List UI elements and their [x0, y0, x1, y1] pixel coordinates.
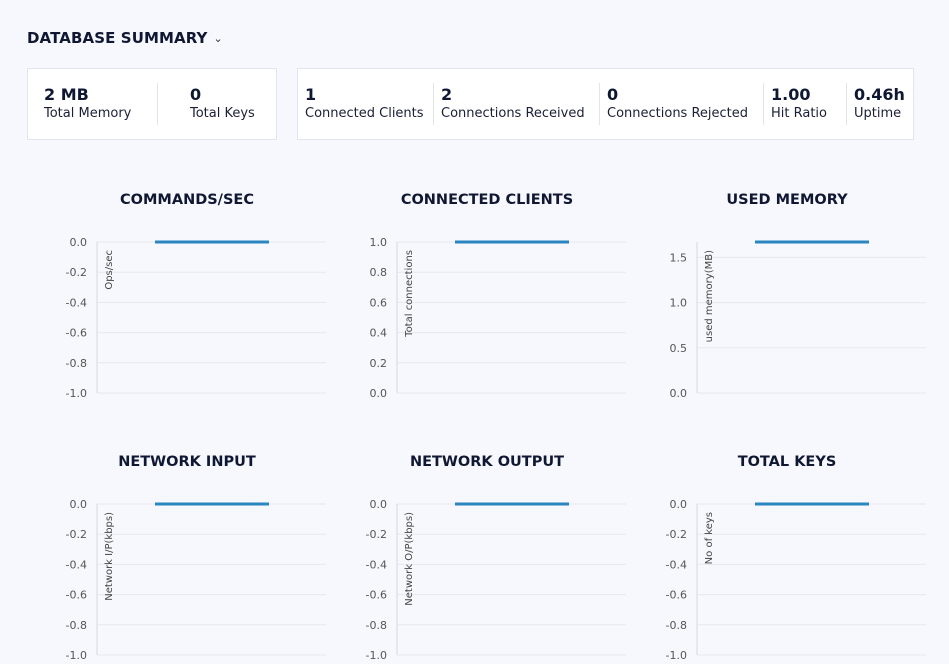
- y-tick-label: -0.2: [366, 528, 387, 541]
- y-tick-label: -0.4: [66, 296, 87, 309]
- stat-value: 0: [190, 85, 202, 104]
- y-tick-label: 0.0: [70, 236, 88, 249]
- y-tick-label: 0.0: [370, 498, 388, 511]
- y-tick-label: -0.4: [666, 558, 687, 571]
- y-tick-label: 0.8: [370, 266, 388, 279]
- y-tick-label: -0.6: [666, 589, 687, 602]
- y-tick-label: 0.6: [370, 296, 388, 309]
- y-tick-label: -0.2: [666, 528, 687, 541]
- y-tick-label: -0.6: [66, 589, 87, 602]
- chart-used-memory: USED MEMORY 1.5 1.0 0.5 0.0 used memory(MB): [637, 192, 937, 400]
- chevron-down-icon: ⌄: [213, 31, 223, 45]
- stat-connections-received: 2 Connections Received: [433, 83, 599, 125]
- stat-label: Connections Received: [441, 106, 585, 121]
- stat-connections-rejected: 0 Connections Rejected: [599, 83, 763, 125]
- chart-title: USED MEMORY: [726, 192, 848, 208]
- chart-plot: 0.0 -0.2 -0.4 -0.6 -0.8 -1.0 Network O/P(kbps): [366, 498, 626, 662]
- chart-plot: 0.0 -0.2 -0.4 -0.6 -0.8 -1.0 Ops/sec: [66, 236, 326, 400]
- stat-value: 1.00: [771, 85, 811, 104]
- stat-value: 2: [441, 85, 453, 104]
- memory-keys-card: 2 MB Total Memory 0 Total Keys: [27, 68, 277, 140]
- y-tick-label: 0.0: [670, 387, 688, 400]
- y-axis-label: Network O/P(kbps): [404, 512, 415, 606]
- y-tick-label: 0.0: [670, 498, 688, 511]
- y-tick-label: -1.0: [666, 649, 687, 662]
- y-tick-label: 1.5: [670, 251, 688, 264]
- y-tick-label: -0.6: [66, 327, 87, 340]
- y-tick-label: -1.0: [366, 649, 387, 662]
- y-axis-label: Ops/sec: [104, 250, 115, 290]
- stat-label: Hit Ratio: [771, 106, 827, 121]
- chart-plot: 0.0 -0.2 -0.4 -0.6 -0.8 -1.0 No of keys: [666, 498, 926, 662]
- y-axis-label: Network I/P(kbps): [104, 512, 115, 601]
- y-tick-label: 0.4: [370, 327, 388, 340]
- database-summary-toggle[interactable]: DATABASE SUMMARY ⌄: [27, 29, 223, 47]
- connections-card: 1 Connected Clients 2 Connections Receiv…: [297, 68, 914, 140]
- stat-value: 1: [305, 85, 317, 104]
- stat-uptime: 0.46h Uptime: [846, 83, 912, 125]
- chart-connected-clients: CONNECTED CLIENTS 1.0 0.8 0.6 0.4 0.2 0.0 Total…: [337, 192, 637, 400]
- chart-title: CONNECTED CLIENTS: [400, 192, 574, 208]
- y-tick-label: -0.6: [366, 589, 387, 602]
- stat-hit-ratio: 1.00 Hit Ratio: [763, 83, 846, 125]
- stat-connected-clients: 1 Connected Clients: [298, 83, 433, 125]
- chart-title: NETWORK OUTPUT: [410, 454, 564, 470]
- y-axis-label: No of keys: [704, 512, 715, 564]
- y-tick-label: -1.0: [66, 649, 87, 662]
- stat-label: Total Memory: [44, 106, 132, 121]
- y-tick-label: -0.2: [66, 266, 87, 279]
- y-tick-label: -0.4: [366, 558, 387, 571]
- y-tick-label: 0.2: [370, 357, 388, 370]
- y-tick-label: -0.8: [66, 619, 87, 632]
- y-tick-label: 0.5: [670, 342, 688, 355]
- y-axis-label: used memory(MB): [704, 250, 715, 342]
- chart-plot: 0.0 -0.2 -0.4 -0.6 -0.8 -1.0 Network I/P(kbps): [66, 498, 326, 662]
- chart-network-input: NETWORK INPUT 0.0 -0.2 -0.4 -0.6 -0.8 -1.0 Netw…: [37, 454, 337, 662]
- chart-plot: 1.5 1.0 0.5 0.0 used memory(MB): [670, 240, 926, 400]
- stat-total-keys: 0 Total Keys: [157, 83, 262, 125]
- y-tick-label: 1.0: [370, 236, 388, 249]
- stat-label: Uptime: [854, 106, 902, 121]
- chart-plot: 1.0 0.8 0.6 0.4 0.2 0.0 Total connections: [370, 236, 626, 400]
- stat-label: Connections Rejected: [607, 106, 749, 121]
- y-tick-label: -0.8: [366, 619, 387, 632]
- chart-title: TOTAL KEYS: [737, 454, 837, 470]
- section-title: DATABASE SUMMARY: [27, 29, 208, 47]
- chart-commands-sec: COMMANDS/SEC 0.0 -0.2 -0.4 -0.6 -0.8 -1.0 Ops/s…: [37, 192, 337, 400]
- y-axis-label: Total connections: [404, 250, 415, 338]
- chart-network-output: NETWORK OUTPUT 0.0 -0.2 -0.4 -0.6 -0.8 -1.0 Net…: [337, 454, 637, 662]
- chart-total-keys: TOTAL KEYS 0.0 -0.2 -0.4 -0.6 -0.8 -1.0 No of k…: [637, 454, 937, 662]
- y-tick-label: -0.8: [666, 619, 687, 632]
- y-tick-label: 0.0: [370, 387, 388, 400]
- y-tick-label: 0.0: [70, 498, 88, 511]
- y-tick-label: 1.0: [670, 297, 688, 310]
- stat-value: 2 MB: [44, 85, 89, 104]
- stat-value: 0.46h: [854, 85, 905, 104]
- chart-title: COMMANDS/SEC: [120, 192, 254, 208]
- stat-value: 0: [607, 85, 619, 104]
- stat-label: Connected Clients: [305, 106, 424, 121]
- stat-total-memory: 2 MB Total Memory: [28, 83, 157, 125]
- y-tick-label: -0.8: [66, 357, 87, 370]
- y-tick-label: -1.0: [66, 387, 87, 400]
- chart-title: NETWORK INPUT: [118, 454, 256, 470]
- y-tick-label: -0.4: [66, 558, 87, 571]
- stat-label: Total Keys: [190, 106, 255, 121]
- y-tick-label: -0.2: [66, 528, 87, 541]
